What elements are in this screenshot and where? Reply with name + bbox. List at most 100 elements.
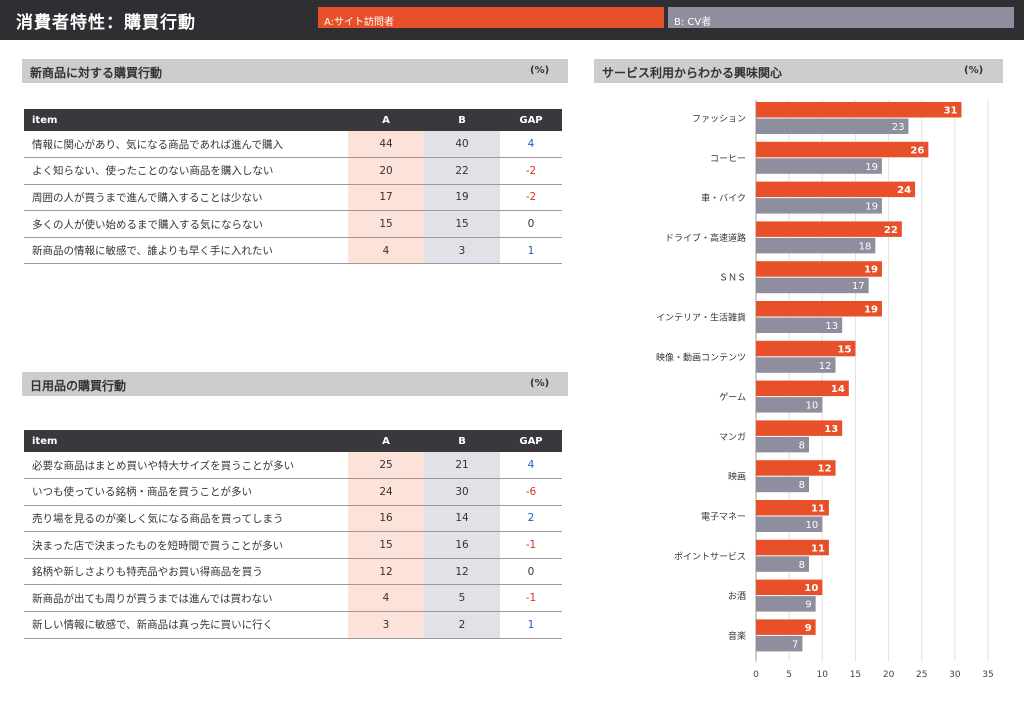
legend-a: A:サイト訪問者 [318,7,664,28]
data-label: 10 [804,583,818,594]
value-a: 24 [348,478,424,506]
data-label: 12 [819,361,832,372]
value-gap: -2 [500,157,562,185]
row-item-label: 決まった店で決まったものを短時間で買うことが多い [24,531,348,559]
bar-a [756,539,829,556]
value-gap: -1 [500,531,562,559]
section-title: サービス利用からわかる興味関心 [602,66,783,80]
bar-b [756,436,810,453]
bar-b [756,635,803,652]
bar-b [756,158,882,174]
value-gap: 4 [500,452,562,480]
data-label: 24 [897,185,911,196]
data-label: 8 [799,440,805,451]
row-item-label: 多くの人が使い始めるまで購入する気にならない [24,210,348,238]
category-label: 音楽 [728,630,746,642]
data-label: 10 [806,401,819,412]
value-gap: 0 [500,210,562,238]
row-item-label: 売り場を見るのが楽しく気になる商品を買ってしまう [24,505,348,533]
data-label: 9 [805,623,812,634]
value-a: 25 [348,452,424,480]
value-a: 44 [348,131,424,159]
value-b: 12 [424,558,500,586]
value-b: 3 [424,237,500,265]
data-label: 18 [859,241,872,252]
table-row: 売り場を見るのが楽しく気になる商品を買ってしまう 16 14 2 [24,505,562,533]
unit-label: (%) [530,378,550,389]
value-gap: 2 [500,505,562,533]
value-gap: 1 [500,237,562,265]
table-row: 新商品が出ても周りが買うまでは進んでは買わない 4 5 -1 [24,584,562,613]
row-item-label: 周囲の人が買うまで進んで購入することは少ない [24,184,348,212]
value-b: 19 [424,184,500,212]
value-a: 15 [348,531,424,559]
value-gap: -2 [500,184,562,212]
col-header-b: B [424,109,500,131]
bar-a [756,619,816,635]
category-label: コーヒー [710,153,746,164]
table-row: 多くの人が使い始めるまで購入する気にならない 15 15 0 [24,210,562,238]
row-item-label: 銘柄や新しさよりも特売品やお買い得商品を買う [24,558,348,586]
bar-a [756,460,836,476]
value-gap: 4 [500,131,562,159]
category-label: ポイントサービス [674,551,746,562]
bar-a [756,261,882,277]
data-label: 26 [910,145,924,156]
table-header-row: item A B GAP [24,109,562,131]
bar-a [756,340,856,357]
col-header-a: A [348,430,424,452]
row-item-label: 新商品が出ても周りが買うまでは進んでは買わない [24,584,348,613]
category-label: ＳＮＳ [719,274,746,284]
bar-b [756,516,823,532]
bar-b [756,277,869,294]
row-item-label: 必要な商品はまとめ買いや特大サイズを買うことが多い [24,452,348,480]
page-title: 消費者特性：購買行動 [16,13,196,33]
value-a: 16 [348,505,424,533]
value-b: 2 [424,611,500,639]
data-label: 19 [865,202,878,213]
category-label: ファッション [692,115,746,125]
table-row: よく知らない、使ったことのない商品を購入しない 20 22 -2 [24,157,562,185]
table-row: 新しい情報に敏感で、新商品は真っ先に買いに行く 3 2 1 [24,611,562,639]
row-item-label: いつも使っている銘柄・商品を買うことが多い [24,478,348,506]
table-row: 必要な商品はまとめ買いや特大サイズを買うことが多い 25 21 4 [24,452,562,480]
x-tick-label: 20 [883,670,895,680]
header-bar: 消費者特性：購買行動 A:サイト訪問者 B: CV者 [0,0,1024,40]
data-label: 10 [806,520,819,531]
data-label: 17 [852,281,865,292]
x-tick-label: 25 [916,670,927,680]
bar-b [756,476,810,493]
table-row: 決まった店で決まったものを短時間で買うことが多い 15 16 -1 [24,531,562,559]
table-row: 情報に関心があり、気になる商品であれば進んで購入 44 40 4 [24,131,562,159]
x-tick-label: 15 [850,670,861,680]
bar-a [756,380,849,397]
data-label: 13 [824,424,838,435]
data-label: 13 [825,321,838,332]
data-label: 15 [838,344,852,355]
section-title: 日用品の購買行動 [30,379,127,393]
value-a: 17 [348,184,424,212]
value-b: 40 [424,131,500,159]
row-item-label: 情報に関心があり、気になる商品であれば進んで購入 [24,131,348,159]
value-a: 4 [348,237,424,265]
unit-label: (%) [964,65,984,76]
bar-a [756,181,916,198]
col-header-b: B [424,430,500,452]
bar-a [756,221,902,237]
data-label: 19 [865,162,878,173]
col-header-gap: GAP [500,109,562,131]
new-products-table: item A B GAP 情報に関心があり、気になる商品であれば進んで購入 44 4… [24,109,562,265]
category-label: 映像・動画コンテンツ [656,351,746,363]
value-gap: 1 [500,611,562,639]
data-label: 22 [884,225,898,236]
value-b: 5 [424,584,500,613]
value-b: 22 [424,157,500,185]
unit-label: (%) [530,65,550,76]
value-a: 3 [348,611,424,639]
interest-bar-chart: 0 5 10 15 20 25 30 35 ファッション 31 23 コーヒー 26 19 車・バイク 24 1… [656,100,994,680]
category-label: 車・バイク [701,192,746,204]
data-label: 7 [792,639,798,650]
category-label: マンガ [719,432,746,443]
col-header-item: item [24,430,348,452]
value-gap: -1 [500,584,562,613]
